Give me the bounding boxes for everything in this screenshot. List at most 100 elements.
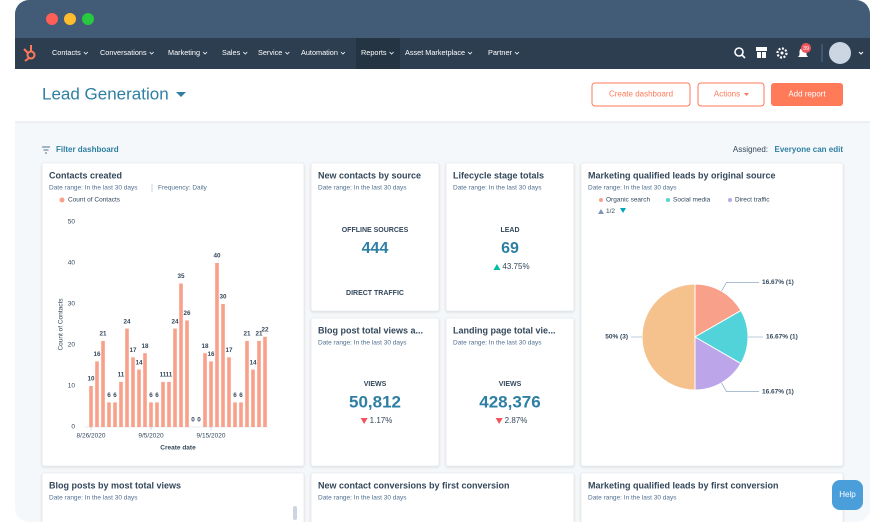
bar [89, 386, 93, 427]
notifications-icon[interactable]: 39 [798, 43, 811, 57]
dashboard-title[interactable]: Lead Generation [42, 84, 169, 103]
y-tick-label: 30 [68, 301, 76, 308]
y-tick-label: 40 [68, 260, 76, 267]
bar-value-label: 21 [243, 331, 251, 338]
bar [131, 357, 135, 427]
actions-caret [744, 93, 749, 96]
zoom-button[interactable] [82, 13, 94, 25]
card-title: New contacts by source [318, 170, 421, 180]
help-button[interactable] [832, 480, 863, 510]
avatar[interactable] [829, 42, 851, 64]
card-title: Blog posts by most total views [49, 480, 181, 490]
bar [257, 340, 261, 427]
bar [149, 402, 153, 427]
bar-value-label: 21 [255, 331, 263, 338]
card-subtitle: Date range: In the last 30 days [49, 495, 138, 502]
marketplace-icon[interactable] [756, 47, 767, 58]
x-tick-label: 8/26/2020 [77, 433, 106, 440]
card [445, 317, 575, 467]
bar [107, 402, 111, 427]
legend-label: Direct traffic [735, 197, 770, 204]
bar [221, 304, 225, 427]
change-arrow [493, 264, 501, 270]
bar-value-label: 17 [129, 347, 137, 354]
bar [173, 328, 177, 427]
bar-value-label: 6 [107, 392, 111, 399]
x-tick-label: 9/5/2020 [138, 433, 164, 440]
dashboard-caret[interactable] [176, 92, 186, 97]
close-button[interactable] [46, 13, 58, 25]
bar-value-label: 0 [197, 417, 201, 424]
card-title: Lifecycle stage totals [453, 170, 544, 180]
card-title: Marketing qualified leads by first conve… [588, 480, 779, 490]
pie-value-label: 16.67% (1) [762, 279, 794, 286]
bar-value-label: 30 [219, 294, 227, 301]
bar-value-label: 6 [233, 392, 237, 399]
nav-caret [202, 51, 208, 55]
settings-icon[interactable] [776, 47, 788, 59]
metric-change: 2.87% [505, 416, 528, 425]
metric-label: DIRECT TRAFFIC [346, 290, 404, 297]
y-tick-label: 50 [68, 219, 76, 226]
card-title: Contacts created [49, 170, 122, 180]
card-title: Marketing qualified leads by original so… [588, 170, 776, 180]
x-tick-label: 9/15/2020 [197, 433, 226, 440]
bar-value-label: 16 [93, 351, 101, 358]
card-subtitle: Date range: In the last 30 days [588, 495, 677, 502]
legend-prev[interactable] [598, 209, 604, 214]
pie-leader [721, 282, 759, 292]
scrollbar [293, 506, 297, 520]
nav-caret [514, 51, 520, 55]
nav-item[interactable]: Partner [488, 48, 512, 57]
bar-value-label: 21 [99, 331, 107, 338]
window: Contacts Conversations Marketing Sales Servi… [15, 0, 870, 522]
nav-item[interactable]: Sales [222, 48, 241, 57]
bar-value-label: 0 [191, 417, 195, 424]
notification-count: 39 [803, 46, 809, 52]
bar-value-label: 6 [155, 392, 159, 399]
card-title: New contact conversions by first convers… [318, 480, 510, 490]
legend-swatch [59, 197, 65, 203]
minimize-button[interactable] [64, 13, 76, 25]
nav-item[interactable]: Conversations [100, 48, 147, 57]
nav-item[interactable]: Asset Marketplace [405, 48, 465, 57]
filter-dashboard[interactable]: Filter dashboard [56, 145, 119, 154]
nav-caret [242, 51, 248, 55]
hubspot-logo[interactable] [23, 45, 36, 62]
bar-value-label: 6 [113, 392, 117, 399]
legend-next[interactable] [620, 208, 626, 213]
avatar-caret[interactable] [858, 51, 864, 55]
legend-swatch [728, 198, 732, 202]
metric-change: 1.17% [370, 416, 393, 425]
nav-active-bg [356, 38, 400, 69]
title-bar [15, 0, 870, 38]
nav-item[interactable]: Automation [301, 48, 338, 57]
card-subtitle: Date range: In the last 30 days [49, 185, 138, 192]
card-subtitle: Date range: In the last 30 days [453, 340, 542, 347]
nav-item[interactable]: Contacts [52, 48, 81, 57]
nav-item[interactable]: Service [258, 48, 282, 57]
search-icon[interactable] [734, 47, 746, 59]
metric-value: 428,376 [479, 392, 540, 411]
card-subtitle: Frequency: Daily [158, 185, 208, 192]
bar-value-label: 35 [177, 273, 185, 280]
card [310, 317, 440, 467]
card-title: Blog post total views a... [318, 325, 423, 335]
nav-caret [467, 51, 473, 55]
actions-button[interactable] [697, 82, 765, 107]
metric-label: VIEWS [499, 381, 522, 388]
nav-item[interactable]: Reports [361, 48, 387, 57]
pie-slice [694, 283, 742, 338]
legend-swatch [666, 198, 670, 202]
filter-icon[interactable] [42, 146, 50, 154]
bar [101, 340, 105, 427]
nav-item[interactable]: Marketing [168, 48, 200, 57]
create-dashboard-button[interactable] [591, 82, 691, 107]
bar [203, 353, 207, 427]
bar-value-label: 24 [123, 318, 131, 325]
assigned-value[interactable]: Everyone can edit [775, 145, 844, 154]
bar [179, 283, 183, 427]
add-report-button[interactable] [771, 83, 843, 106]
nav-caret [340, 51, 346, 55]
metric-value: 50,812 [349, 392, 401, 411]
